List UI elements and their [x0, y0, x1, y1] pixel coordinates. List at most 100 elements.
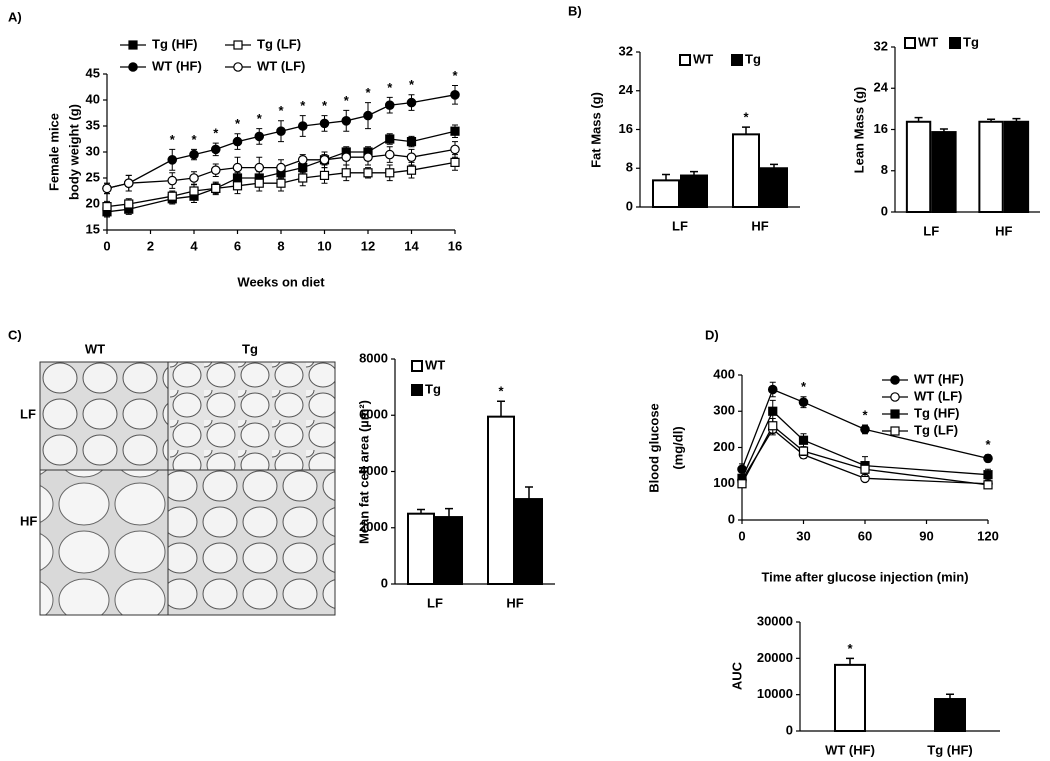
bar [1003, 120, 1030, 213]
y-tick-label: 400 [713, 366, 735, 381]
y-tick-label: 40 [86, 91, 100, 106]
marker [276, 178, 286, 188]
y-tick-label: 24 [874, 80, 889, 95]
marker [232, 136, 243, 147]
marker [210, 144, 221, 155]
micrograph [40, 470, 168, 615]
marker [860, 464, 870, 474]
error-bar [525, 486, 533, 500]
y-tick-label: 10000 [757, 686, 793, 701]
y-tick-label: 6000 [359, 407, 388, 422]
marker [232, 181, 243, 191]
marker [341, 168, 351, 178]
y-tick-label: 0 [786, 722, 793, 737]
marker [276, 126, 286, 136]
y-tick-label: 8000 [359, 350, 388, 365]
marker [384, 149, 395, 160]
legend-label: Tg (HF) [914, 405, 959, 420]
marker [254, 131, 265, 142]
column-label: WT [85, 341, 105, 356]
legend-swatch [411, 360, 423, 372]
bar [435, 516, 463, 585]
legend-label: WT [693, 51, 713, 66]
y-tick-label: 0 [381, 575, 388, 590]
marker [798, 446, 809, 456]
marker [297, 155, 308, 165]
legend-label: Tg [963, 34, 979, 49]
y-axis-title: Female mice [46, 113, 61, 191]
significance-mark: * [985, 437, 991, 452]
micrograph [168, 362, 335, 470]
y-tick-label: 32 [874, 38, 888, 53]
y-tick-label: 0 [728, 511, 735, 526]
legend-swatch [731, 54, 743, 66]
y-axis-title: Mean fat cell area (µm²) [356, 400, 371, 544]
bar [407, 512, 435, 585]
legend-swatch [411, 384, 423, 396]
marker [102, 202, 112, 212]
legend-marker [128, 40, 138, 50]
row-label: LF [20, 406, 36, 421]
significance-mark: * [801, 379, 807, 394]
bar [760, 167, 788, 208]
legend-label: Tg (LF) [257, 36, 301, 51]
marker [167, 175, 178, 186]
micrograph-frame [39, 361, 336, 616]
marker [276, 162, 286, 173]
bar [652, 179, 680, 208]
x-tick-label: 8 [277, 238, 284, 253]
marker [983, 480, 993, 490]
marker [860, 424, 870, 435]
legend-label: Tg (HF) [152, 36, 197, 51]
micrograph-panel: C) WT Tg LF HF [8, 327, 336, 616]
significance-mark: * [191, 132, 197, 147]
x-tick-label: HF [995, 223, 1012, 238]
marker [363, 168, 373, 178]
legend-label: WT [425, 357, 445, 372]
x-tick-label: LF [923, 223, 939, 238]
significance-mark: * [344, 93, 350, 108]
marker [450, 157, 460, 167]
y-tick-label: 0 [626, 198, 633, 213]
marker [254, 178, 264, 188]
marker [189, 186, 199, 196]
bar [487, 415, 515, 585]
y-tick-label: 200 [713, 439, 735, 454]
y-tick-label: 20 [86, 195, 100, 210]
legend-swatch [904, 37, 916, 49]
legend-label: WT [918, 34, 938, 49]
legend-marker [233, 40, 243, 50]
x-tick-label: 30 [796, 528, 810, 543]
legend-swatch [679, 54, 691, 66]
column-label: Tg [242, 341, 258, 356]
legend-marker [128, 62, 138, 72]
marker [298, 173, 308, 183]
y-tick-label: 25 [86, 169, 100, 184]
legend-marker [890, 409, 900, 419]
significance-mark: * [387, 80, 393, 95]
legend-swatch [949, 37, 961, 49]
y-axis-title: Blood glucose [646, 403, 661, 493]
marker [254, 162, 265, 173]
y-tick-label: 32 [619, 43, 633, 58]
marker [363, 110, 373, 121]
x-tick-label: HF [506, 595, 523, 610]
bar [834, 663, 866, 733]
y-tick-label: 16 [619, 121, 633, 136]
marker [450, 90, 460, 100]
marker [319, 118, 330, 129]
marker [767, 384, 778, 395]
marker [737, 464, 747, 475]
marker [102, 183, 112, 194]
y-tick-label: 2000 [359, 519, 388, 534]
significance-mark: * [300, 98, 306, 113]
marker [768, 421, 778, 431]
panel-label: B) [568, 3, 582, 18]
y-tick-label: 15 [86, 221, 100, 236]
x-tick-label: 120 [977, 528, 999, 543]
marker [167, 191, 177, 201]
y-axis-title: Fat Mass (g) [588, 92, 603, 168]
bar [680, 174, 708, 208]
error-bar [497, 400, 505, 417]
x-tick-label: WT (HF) [825, 742, 875, 757]
